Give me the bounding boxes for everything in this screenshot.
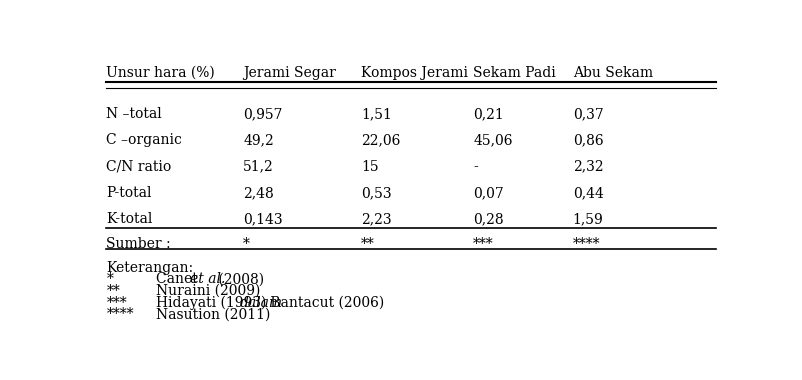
Text: Canet: Canet — [156, 272, 202, 287]
Text: 15: 15 — [362, 160, 379, 174]
Text: K-total: K-total — [107, 212, 153, 226]
Text: Unsur hara (%): Unsur hara (%) — [107, 66, 215, 80]
Text: 45,06: 45,06 — [473, 133, 512, 147]
Text: (2008): (2008) — [214, 272, 264, 287]
Text: dalam: dalam — [240, 296, 283, 310]
Text: *: * — [107, 272, 113, 287]
Text: 0,957: 0,957 — [243, 107, 283, 121]
Text: ***: *** — [107, 296, 127, 310]
Text: **: ** — [362, 237, 375, 251]
Text: 0,07: 0,07 — [473, 186, 504, 200]
Text: 51,2: 51,2 — [243, 160, 274, 174]
Text: Bantacut (2006): Bantacut (2006) — [266, 296, 384, 310]
Text: Sumber :: Sumber : — [107, 237, 171, 251]
Text: 0,86: 0,86 — [573, 133, 603, 147]
Text: 0,44: 0,44 — [573, 186, 603, 200]
Text: 2,32: 2,32 — [573, 160, 603, 174]
Text: 1,59: 1,59 — [573, 212, 603, 226]
Text: -: - — [473, 160, 478, 174]
Text: 0,21: 0,21 — [473, 107, 504, 121]
Text: Hidayati (1993): Hidayati (1993) — [156, 296, 271, 310]
Text: Keterangan:: Keterangan: — [107, 261, 193, 275]
Text: Abu Sekam: Abu Sekam — [573, 66, 653, 80]
Text: Sekam Padi: Sekam Padi — [473, 66, 556, 80]
Text: 2,23: 2,23 — [362, 212, 392, 226]
Text: et al.: et al. — [190, 272, 225, 287]
Text: **: ** — [107, 284, 120, 298]
Text: ****: **** — [573, 237, 600, 251]
Text: 0,37: 0,37 — [573, 107, 603, 121]
Text: 49,2: 49,2 — [243, 133, 274, 147]
Text: Kompos Jerami: Kompos Jerami — [362, 66, 468, 80]
Text: C/N ratio: C/N ratio — [107, 160, 172, 174]
Text: C –organic: C –organic — [107, 133, 182, 147]
Text: 2,48: 2,48 — [243, 186, 274, 200]
Text: ***: *** — [473, 237, 494, 251]
Text: 0,143: 0,143 — [243, 212, 283, 226]
Text: P-total: P-total — [107, 186, 152, 200]
Text: *: * — [243, 237, 250, 251]
Text: Nuraini (2009): Nuraini (2009) — [156, 284, 261, 298]
Text: N –total: N –total — [107, 107, 162, 121]
Text: 1,51: 1,51 — [362, 107, 392, 121]
Text: Jerami Segar: Jerami Segar — [243, 66, 336, 80]
Text: Nasution (2011): Nasution (2011) — [156, 307, 270, 321]
Text: 22,06: 22,06 — [362, 133, 401, 147]
Text: ****: **** — [107, 307, 134, 321]
Text: 0,53: 0,53 — [362, 186, 392, 200]
Text: 0,28: 0,28 — [473, 212, 504, 226]
